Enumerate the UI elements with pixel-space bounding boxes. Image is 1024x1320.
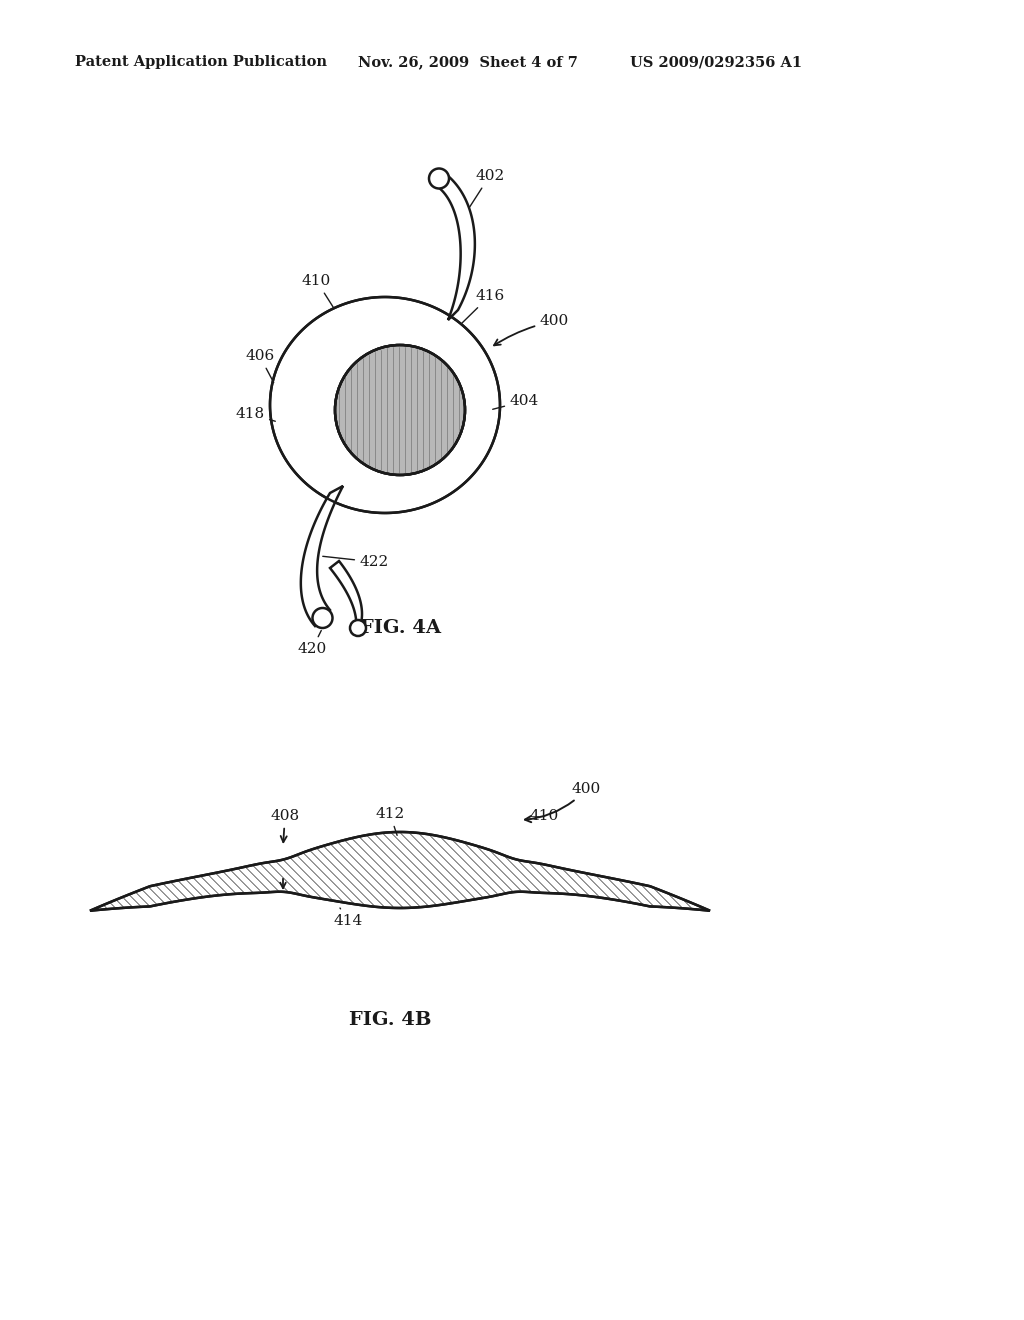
Circle shape (312, 609, 333, 628)
Text: 406: 406 (245, 348, 274, 383)
Text: 418: 418 (234, 407, 275, 421)
Text: Nov. 26, 2009  Sheet 4 of 7: Nov. 26, 2009 Sheet 4 of 7 (358, 55, 578, 69)
Text: 420: 420 (298, 631, 327, 656)
Polygon shape (330, 561, 362, 634)
Polygon shape (270, 297, 500, 513)
Text: 410: 410 (302, 275, 334, 308)
Text: US 2009/0292356 A1: US 2009/0292356 A1 (630, 55, 802, 69)
Polygon shape (438, 170, 475, 319)
Text: 402: 402 (462, 169, 504, 219)
Text: 412: 412 (376, 807, 404, 836)
Text: 416: 416 (462, 289, 504, 323)
Text: FIG. 4B: FIG. 4B (349, 1011, 431, 1030)
Circle shape (429, 169, 449, 189)
Text: 400: 400 (525, 781, 601, 822)
Polygon shape (90, 832, 710, 911)
Text: 404: 404 (493, 393, 540, 409)
Polygon shape (301, 486, 343, 626)
Text: Patent Application Publication: Patent Application Publication (75, 55, 327, 69)
Text: FIG. 4A: FIG. 4A (359, 619, 440, 638)
Text: 408: 408 (270, 809, 300, 842)
Text: 414: 414 (334, 908, 362, 928)
Text: 422: 422 (323, 554, 389, 569)
Text: 400: 400 (494, 314, 569, 346)
Circle shape (350, 620, 366, 636)
Text: 410: 410 (530, 809, 559, 822)
Circle shape (335, 345, 465, 475)
Polygon shape (90, 832, 710, 911)
